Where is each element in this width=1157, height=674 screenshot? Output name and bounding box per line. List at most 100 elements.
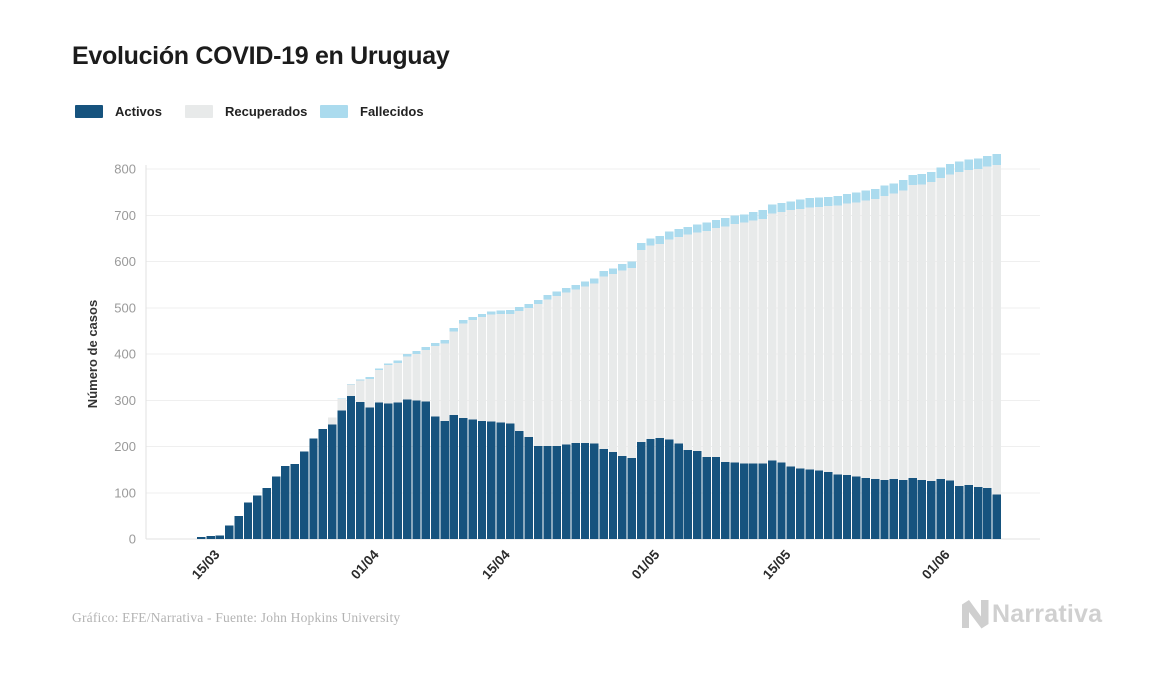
bar-segment: [861, 190, 870, 201]
bar-segment: [440, 340, 449, 344]
bar-segment: [599, 276, 608, 449]
bar-segment: [468, 317, 477, 321]
bar-segment: [627, 458, 636, 539]
y-axis-title: Número de casos: [85, 300, 100, 408]
bar-segment: [674, 443, 683, 539]
bar-segment: [449, 328, 459, 332]
bar-segment: [487, 314, 496, 422]
bar-segment: [421, 401, 431, 539]
bar-segment: [449, 331, 459, 416]
bar-segment: [431, 416, 440, 539]
bar-segment: [655, 438, 665, 540]
bar-segment: [496, 314, 505, 423]
bar-segment: [889, 478, 899, 540]
bar-segment: [683, 234, 693, 451]
bar-segment: [899, 180, 908, 191]
bar-segment: [674, 236, 683, 444]
bar-segment: [833, 195, 842, 206]
bar-segment: [440, 343, 449, 422]
bar-segment: [505, 313, 515, 424]
bar-segment: [908, 477, 917, 539]
bar-segment: [234, 515, 243, 540]
bar-segment: [927, 181, 936, 482]
page-title: Evolución COVID-19 en Uruguay: [72, 42, 450, 70]
bar-segment: [459, 320, 468, 324]
bar-segment: [524, 304, 533, 309]
svg-text:800: 800: [114, 162, 136, 177]
bar-segment: [505, 423, 515, 540]
bar-segment: [786, 210, 796, 467]
bar-segment: [496, 310, 505, 315]
bar-segment: [861, 477, 870, 539]
bar-segment: [543, 294, 552, 300]
bar-segment: [608, 273, 618, 453]
bar-segment: [477, 421, 487, 539]
bar-segment: [721, 226, 730, 462]
bar-segment: [253, 495, 262, 539]
bar-segment: [870, 199, 880, 479]
bar-segment: [590, 443, 599, 539]
bar-segment: [412, 354, 421, 401]
bar-segment: [533, 299, 543, 305]
bar-segment: [711, 219, 721, 229]
bar-segment: [786, 466, 796, 539]
svg-text:700: 700: [114, 208, 136, 223]
bar-segment: [805, 469, 814, 540]
x-tick-labels: 15/03 01/04 15/04 01/05 15/05 01/06: [189, 547, 953, 583]
bar-segment: [899, 479, 908, 539]
svg-text:01/05: 01/05: [629, 547, 663, 583]
bar-segment: [955, 161, 964, 173]
bar-segment: [627, 267, 636, 459]
bar-segment: [767, 204, 777, 214]
bar-segment: [421, 349, 431, 402]
bar-segment: [739, 222, 749, 464]
bar-segment: [861, 200, 870, 478]
bar-segment: [983, 166, 992, 489]
bar-segment: [580, 442, 590, 539]
bar-segment: [487, 311, 496, 315]
bar-segment: [711, 457, 721, 539]
svg-text:100: 100: [114, 485, 136, 500]
bars-fallecidos: [337, 154, 1001, 399]
svg-text:600: 600: [114, 254, 136, 269]
bar-segment: [533, 304, 543, 447]
bar-segment: [870, 188, 880, 200]
svg-text:500: 500: [114, 300, 136, 315]
bar-segment: [346, 396, 356, 539]
bar-segment: [393, 402, 402, 539]
bar-segment: [945, 163, 955, 175]
bar-segment: [309, 438, 318, 539]
bar-segment: [299, 451, 309, 539]
bar-segment: [665, 231, 674, 240]
bar-segment: [992, 164, 1001, 495]
bar-segment: [693, 451, 702, 540]
bars-recuperados: [328, 164, 1001, 495]
bar-segment: [346, 384, 356, 397]
bar-segment: [543, 446, 552, 539]
bar-segment: [665, 439, 674, 539]
bar-segment: [665, 239, 674, 440]
bar-segment: [927, 481, 936, 539]
svg-text:01/06: 01/06: [919, 547, 953, 583]
bar-segment: [571, 289, 580, 443]
bar-segment: [693, 232, 702, 452]
bar-segment: [767, 460, 777, 540]
bar-segment: [758, 463, 767, 539]
bar-segment: [889, 193, 899, 479]
bar-segment: [571, 442, 580, 539]
bar-segment: [767, 213, 777, 461]
bar-segment: [636, 441, 646, 540]
bar-segment: [814, 470, 824, 539]
bar-segment: [973, 169, 983, 488]
bar-segment: [412, 400, 421, 539]
bar-segment: [852, 202, 861, 477]
svg-text:300: 300: [114, 393, 136, 408]
bar-segment: [777, 203, 786, 213]
bar-segment: [477, 317, 487, 422]
bar-segment: [562, 292, 571, 445]
bar-segment: [384, 363, 393, 366]
bar-segment: [468, 320, 477, 420]
bar-segment: [674, 229, 683, 237]
chart-area: 0 100 200 300 400 500 600 700 800 Número de casos…: [0, 128, 1157, 608]
